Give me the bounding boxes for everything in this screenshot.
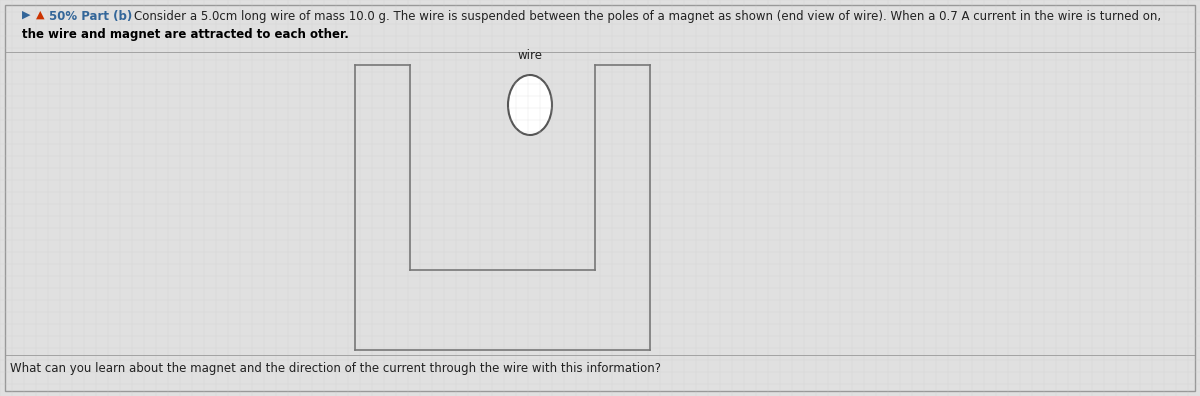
Text: the wire and magnet are attracted to each other.: the wire and magnet are attracted to eac… <box>22 28 349 41</box>
Text: ▲: ▲ <box>36 10 44 20</box>
Text: ▶: ▶ <box>22 10 30 20</box>
Text: What can you learn about the magnet and the direction of the current through the: What can you learn about the magnet and … <box>10 362 661 375</box>
Text: Consider a 5.0cm long wire of mass 10.0 g. The wire is suspended between the pol: Consider a 5.0cm long wire of mass 10.0 … <box>134 10 1162 23</box>
Ellipse shape <box>508 75 552 135</box>
Text: wire: wire <box>517 49 542 62</box>
Text: 50% Part (b): 50% Part (b) <box>49 10 132 23</box>
